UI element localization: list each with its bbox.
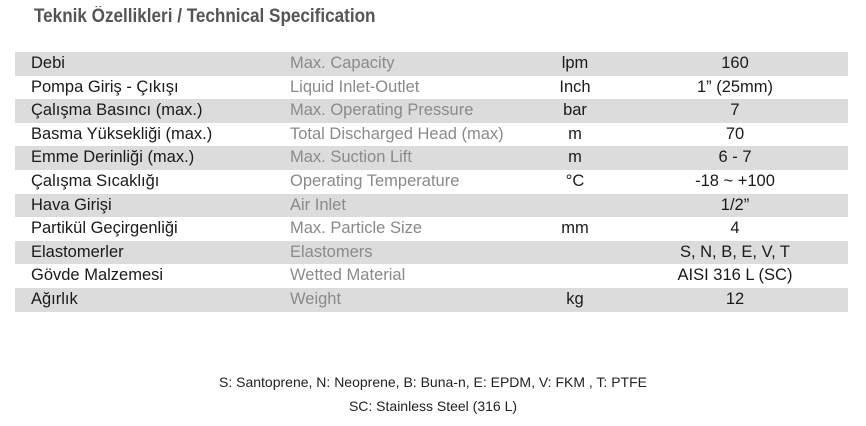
table-cell: 1/2” bbox=[720, 195, 750, 214]
table-cell: Operating Temperature bbox=[290, 171, 460, 190]
table-cell: Weight bbox=[290, 289, 342, 308]
table-cell: Elastomerler bbox=[31, 242, 124, 261]
table-cell: °C bbox=[565, 171, 585, 190]
table-row: Hava Girişi Air Inlet 1/2” bbox=[15, 193, 848, 218]
table-cell: Partikül Geçirgenliği bbox=[31, 219, 178, 238]
table-row: Emme Derinliği (max.) Max. Suction Lift m 6… bbox=[15, 146, 848, 170]
title: Teknik Özellikleri / Technical Specifica… bbox=[34, 6, 376, 27]
spec-table: Debi Max. Capacity lpm 160 Pompa Giriş - Çık… bbox=[15, 52, 848, 312]
table-cell: lpm bbox=[561, 54, 589, 72]
footnote: SC: Stainless Steel (316 L) bbox=[348, 398, 518, 414]
table-cell: 6 - 7 bbox=[718, 148, 752, 167]
table-cell: Air Inlet bbox=[290, 195, 346, 214]
table-cell: 70 bbox=[725, 124, 745, 143]
table-cell: Liquid Inlet-Outlet bbox=[290, 77, 420, 96]
table-row: Pompa Giriş - Çıkışı Liquid Inlet-Outlet I… bbox=[15, 76, 848, 100]
table-cell: Basma Yüksekliği (max.) bbox=[31, 124, 213, 143]
table-cell: mm bbox=[561, 219, 589, 238]
table-cell: Pompa Giriş - Çıkışı bbox=[31, 77, 179, 96]
table-cell: 160 bbox=[721, 54, 749, 72]
table-cell: m bbox=[568, 124, 582, 143]
table-row: Gövde Malzemesi Wetted Material AISI 316 L… bbox=[15, 264, 848, 288]
table-cell: 12 bbox=[725, 289, 745, 308]
table-cell: Max. Operating Pressure bbox=[290, 101, 474, 120]
table-cell: S, N, B, E, V, T bbox=[679, 242, 791, 261]
table-cell: Max. Particle Size bbox=[290, 219, 423, 238]
table-cell: Max. Capacity bbox=[290, 54, 395, 72]
table-row: Debi Max. Capacity lpm 160 bbox=[15, 52, 848, 76]
footnote: S: Santoprene, N: Neoprene, B: Buna-n, E… bbox=[219, 374, 647, 390]
table-row: Çalışma Sıcaklığı Operating Temperature °C… bbox=[15, 170, 848, 194]
table-row: Çalışma Basıncı (max.) Max. Operating Pre… bbox=[15, 99, 848, 123]
table-cell: Max. Suction Lift bbox=[290, 148, 412, 167]
table-cell: Inch bbox=[559, 77, 591, 96]
table-cell: Debi bbox=[31, 54, 65, 72]
table-row: Partikül Geçirgenliği Max. Particle Size m… bbox=[15, 217, 848, 241]
table-cell: 7 bbox=[730, 101, 740, 120]
table-row: Elastomerler Elastomers S, N, B, E, V, T bbox=[15, 240, 848, 265]
table-cell: AISI 316 L (SC) bbox=[677, 266, 793, 285]
table-row: Ağırlık Weight kg 12 bbox=[15, 287, 848, 312]
table-cell: m bbox=[568, 148, 582, 167]
table-cell: 1” (25mm) bbox=[696, 77, 774, 96]
table-cell: Çalışma Sıcaklığı bbox=[31, 171, 160, 190]
table-row: Basma Yüksekliği (max.) Total Discharged … bbox=[15, 123, 848, 147]
table-cell: Çalışma Basıncı (max.) bbox=[31, 101, 203, 120]
table-cell: 4 bbox=[730, 219, 740, 238]
table-cell: Gövde Malzemesi bbox=[31, 266, 164, 285]
table-cell: -18 ~ +100 bbox=[695, 171, 775, 190]
table-cell: bar bbox=[563, 101, 587, 120]
table-cell: kg bbox=[566, 289, 584, 308]
table-cell: Hava Girişi bbox=[31, 195, 112, 214]
table-cell: Total Discharged Head (max) bbox=[290, 124, 504, 143]
table-cell: Ağırlık bbox=[31, 289, 78, 308]
table-cell: Wetted Material bbox=[290, 266, 406, 285]
table-cell: Emme Derinliği (max.) bbox=[31, 148, 195, 167]
table-cell: Elastomers bbox=[290, 242, 373, 261]
